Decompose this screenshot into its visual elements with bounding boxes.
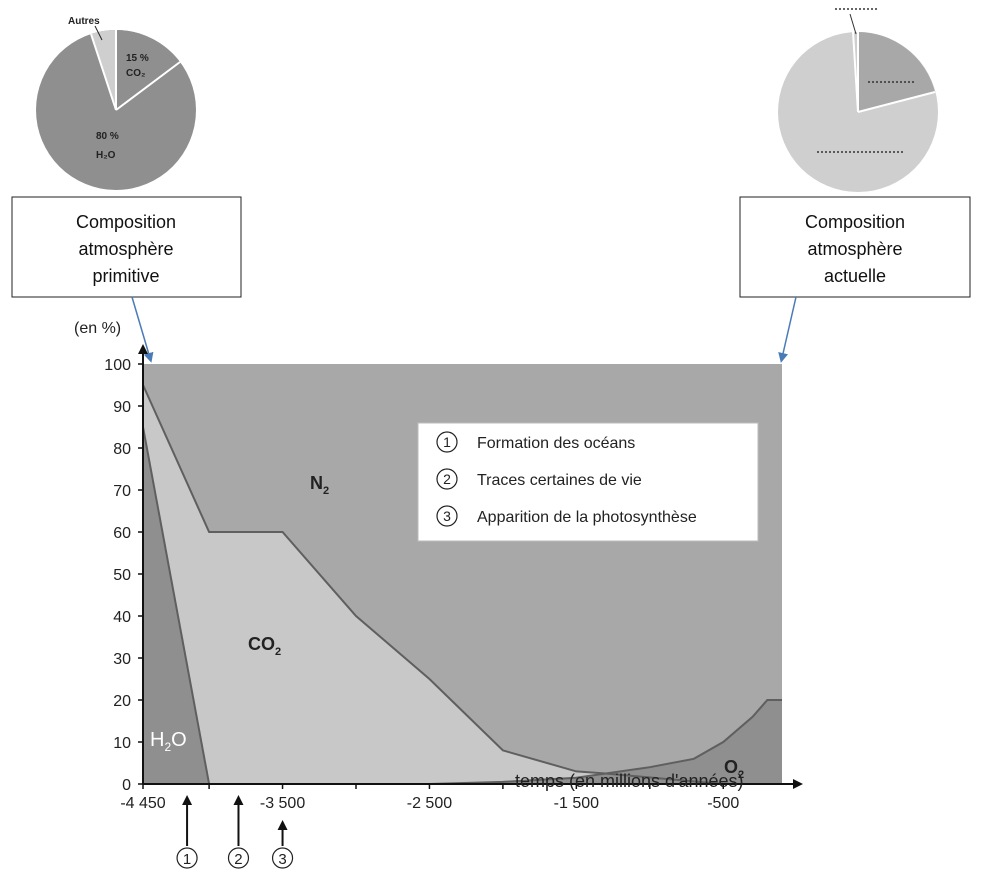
legend-number: 2 bbox=[443, 471, 451, 487]
series-label-co2: CO2 bbox=[248, 634, 281, 658]
x-tick-label: -3 500 bbox=[260, 795, 305, 812]
series-label-h2o: H2O bbox=[150, 729, 187, 754]
pie-label-co2-value: 15 % bbox=[126, 53, 149, 64]
caption-box-primitive: Composition atmosphère primitive bbox=[11, 196, 242, 298]
event-markers: 1 2 3 bbox=[176, 795, 294, 869]
line-co2 bbox=[142, 384, 782, 785]
x-tick-label: -4 450 bbox=[120, 795, 165, 812]
legend-items: 1 Formation des océans 2 Traces certaines d… bbox=[436, 431, 697, 527]
pie-separator bbox=[857, 91, 936, 113]
area-chart: 0 10 20 30 40 50 60 70 80 90 100 -4 450 -3 500 -2 500… bbox=[74, 320, 803, 869]
chart-boundary-lines bbox=[142, 384, 782, 785]
event-number-circle bbox=[176, 847, 198, 869]
legend-number-circle bbox=[436, 431, 458, 453]
y-tick-label: 80 bbox=[113, 441, 131, 458]
area-co2 bbox=[143, 385, 782, 784]
y-axis-arrowhead bbox=[138, 344, 148, 354]
caption-line: primitive bbox=[92, 266, 159, 286]
event-arrowhead bbox=[233, 795, 244, 805]
subscript: 2 bbox=[275, 646, 281, 658]
legend-item-label: Formation des océans bbox=[477, 435, 635, 452]
series-label-n2: N2 bbox=[310, 473, 329, 497]
event-number-circle bbox=[271, 847, 294, 869]
x-tick-label: -500 bbox=[707, 795, 739, 812]
pie-leader-line bbox=[849, 13, 857, 35]
y-tick-label: 70 bbox=[113, 483, 131, 500]
legend-box bbox=[417, 422, 759, 542]
legend-number: 1 bbox=[443, 434, 451, 450]
pie-label-autres: Autres bbox=[68, 16, 100, 27]
legend-number: 3 bbox=[443, 508, 451, 524]
caption-line: atmosphère bbox=[78, 239, 173, 259]
y-tick-label: 0 bbox=[122, 777, 131, 794]
line-h2o bbox=[142, 426, 211, 785]
pie-separator bbox=[115, 61, 181, 111]
pointer-arrow-current bbox=[778, 296, 797, 363]
primitive-pie: Autres 15 % CO₂ 80 % H₂O bbox=[36, 16, 196, 190]
pie-label-h2o: H₂O bbox=[96, 150, 116, 161]
series-label-o2: O2 bbox=[724, 757, 744, 781]
subscript: 2 bbox=[738, 769, 744, 781]
y-axis-label: (en %) bbox=[74, 320, 121, 337]
pie-slice-co2 bbox=[116, 30, 180, 110]
chart-axes bbox=[138, 344, 803, 789]
caption-line: Composition bbox=[76, 212, 176, 232]
pie-leader-line bbox=[94, 25, 103, 41]
event-number: 2 bbox=[234, 851, 242, 868]
x-axis-label: temps (en millions d'années) bbox=[515, 771, 744, 791]
y-tick-label: 90 bbox=[113, 399, 131, 416]
pie-separator bbox=[852, 31, 859, 113]
caption-line: actuelle bbox=[824, 266, 886, 286]
pie-label-co2: CO₂ bbox=[126, 68, 145, 79]
x-tick-label: -1 500 bbox=[554, 795, 599, 812]
caption-box-current: Composition atmosphère actuelle bbox=[739, 196, 971, 298]
pointer-arrow-primitive bbox=[131, 296, 154, 363]
y-tick-label: 60 bbox=[113, 525, 131, 542]
y-tick-label: 10 bbox=[113, 735, 131, 752]
caption-line: atmosphère bbox=[807, 239, 902, 259]
x-tick-label: -2 500 bbox=[407, 795, 452, 812]
y-tick-label: 100 bbox=[104, 357, 131, 374]
event-number: 1 bbox=[183, 851, 191, 868]
pie-slice-o2 bbox=[858, 32, 935, 112]
line-o2 bbox=[429, 699, 782, 785]
subscript: 2 bbox=[323, 485, 329, 497]
subscript: 2 bbox=[164, 740, 171, 754]
current-pie bbox=[778, 8, 938, 192]
legend: 1 Formation des océans 2 Traces certaines d… bbox=[417, 422, 759, 542]
event-arrowhead bbox=[182, 795, 193, 805]
caption-box-frame bbox=[11, 196, 242, 298]
area-o2 bbox=[429, 700, 782, 784]
y-tick-label: 20 bbox=[113, 693, 131, 710]
legend-number-circle bbox=[436, 468, 458, 490]
legend-item-label: Apparition de la photosynthèse bbox=[477, 509, 697, 526]
legend-number-circle bbox=[436, 505, 458, 527]
y-tick-label: 50 bbox=[113, 567, 131, 584]
legend-item-label: Traces certaines de vie bbox=[477, 472, 642, 489]
y-tick-label: 30 bbox=[113, 651, 131, 668]
chart-ticks: 0 10 20 30 40 50 60 70 80 90 100 -4 450 -3 500 -2 500… bbox=[104, 357, 739, 812]
caption-box-frame bbox=[739, 196, 971, 298]
pie-label-h2o-value: 80 % bbox=[96, 131, 119, 142]
event-number-circle bbox=[227, 847, 250, 869]
event-arrowhead bbox=[277, 820, 288, 830]
pie-separator bbox=[90, 33, 117, 111]
x-axis-arrowhead bbox=[793, 779, 803, 789]
event-number: 3 bbox=[278, 851, 286, 868]
caption-line: Composition bbox=[805, 212, 905, 232]
y-tick-label: 40 bbox=[113, 609, 131, 626]
